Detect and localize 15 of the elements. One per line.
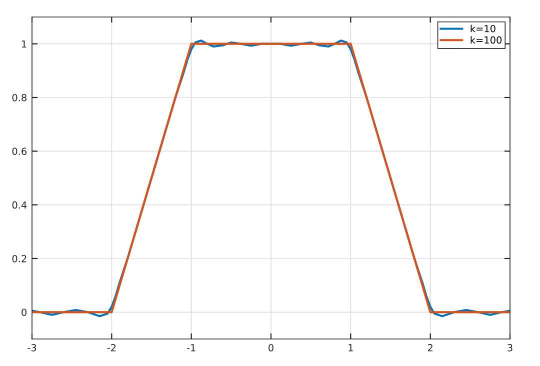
- y-tick-label: 0.6: [12, 148, 27, 155]
- legend-label: k=10: [470, 24, 496, 32]
- y-tick-label: 0.2: [12, 254, 26, 262]
- x-tick-label: 3: [508, 344, 512, 352]
- y-tick-label: 0.4: [12, 201, 27, 209]
- x-tick-label: 1: [348, 344, 353, 352]
- x-tick-label: -1: [186, 344, 196, 352]
- x-tick-label: 2: [428, 344, 432, 352]
- legend-label: k=100: [470, 36, 502, 44]
- y-tick-label: 1: [22, 40, 26, 48]
- y-tick-label: 0.8: [12, 94, 26, 102]
- y-tick-label: 0: [22, 308, 26, 316]
- x-tick-label: -3: [28, 344, 36, 352]
- x-tick-label: -2: [107, 344, 116, 352]
- x-tick-label: 0: [268, 344, 274, 352]
